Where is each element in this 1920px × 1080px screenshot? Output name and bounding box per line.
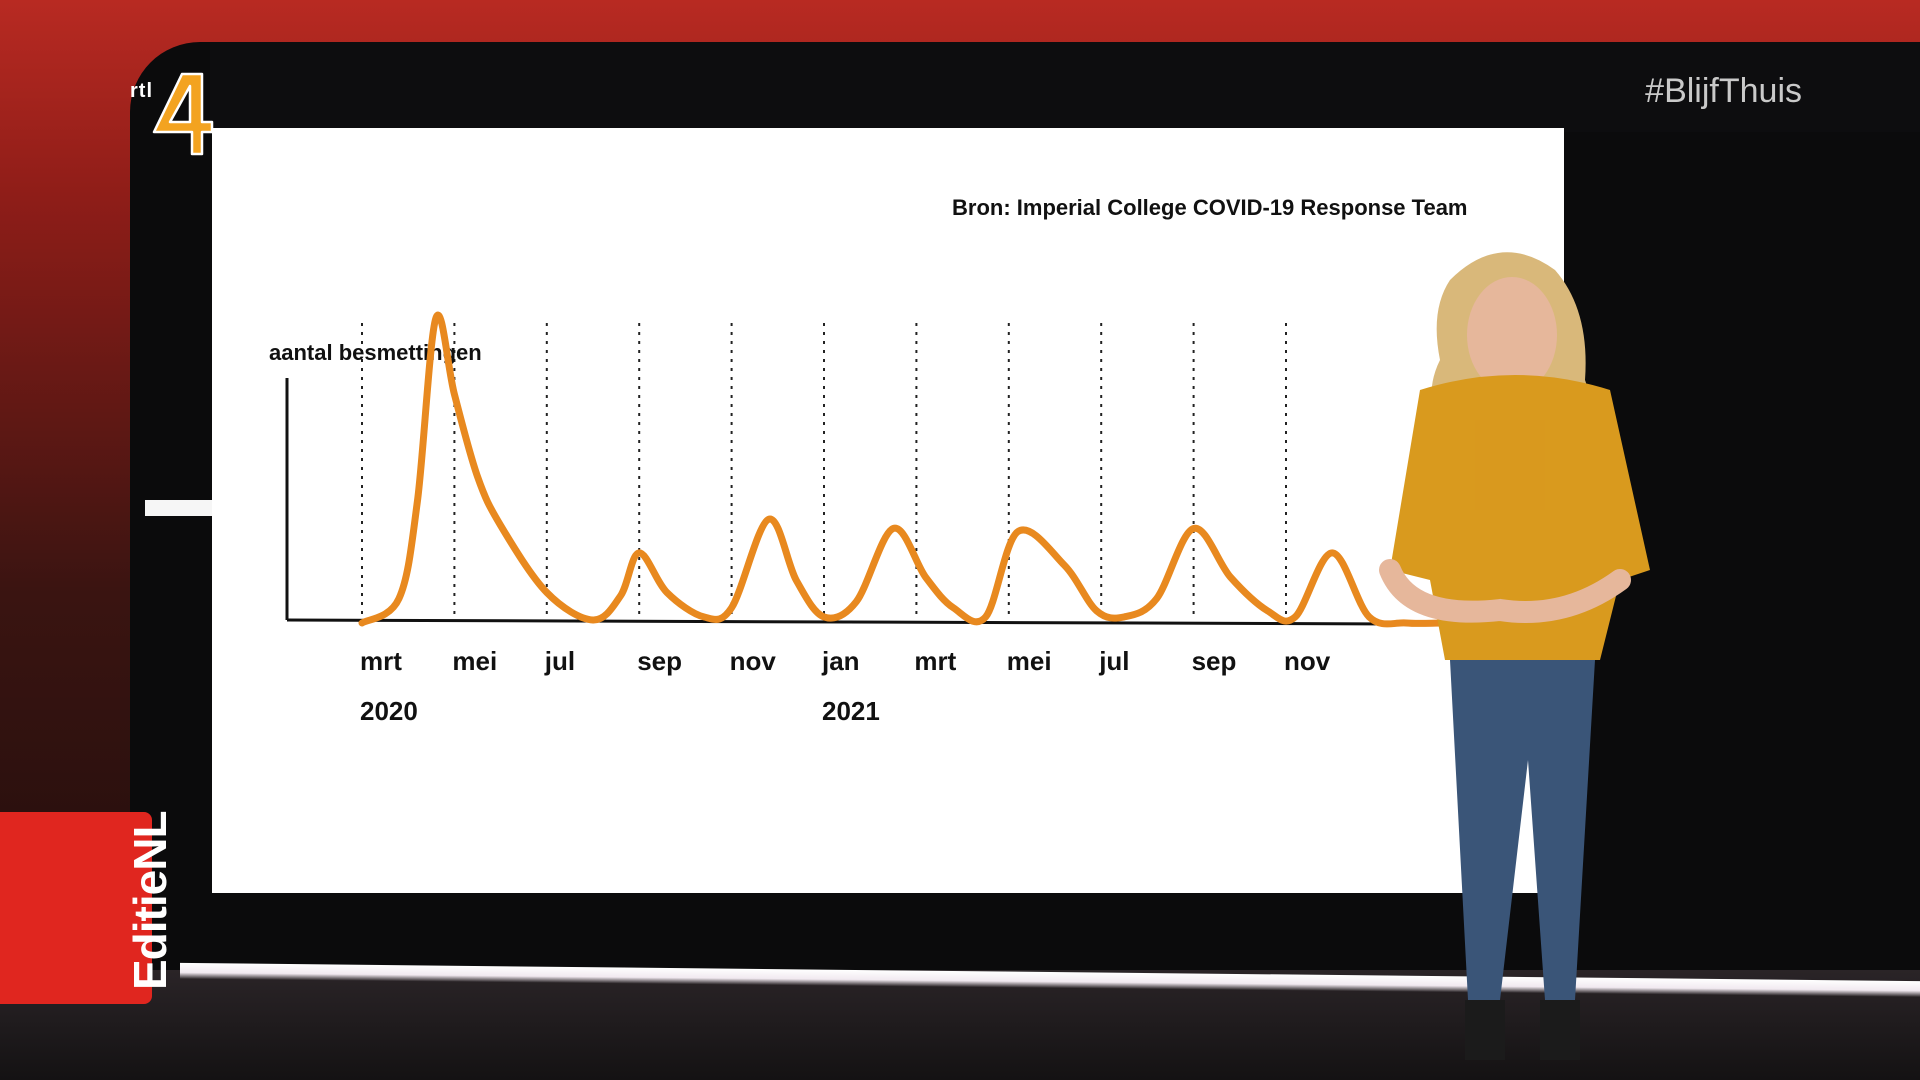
chart-source-note: Bron: Imperial College COVID-19 Response… [952, 195, 1468, 220]
x-tick-label: sep [1192, 646, 1237, 676]
rtl-logo-text: rtl [130, 80, 153, 102]
x-tick-label: jul [1098, 646, 1129, 676]
presenter-figure [1379, 252, 1650, 1060]
x-tick-label: nov [1284, 646, 1331, 676]
year-label: 2020 [360, 696, 418, 726]
x-tick-label: mrt [360, 646, 402, 676]
channel-number-4-icon [152, 72, 214, 156]
grid-lines [361, 323, 1287, 620]
x-tick-label: jul [544, 646, 575, 676]
hashtag-label: #BlijfThuis [1645, 72, 1802, 110]
x-tick-label: nov [730, 646, 777, 676]
x-tick-label: sep [637, 646, 682, 676]
editienl-badge-text: EditieNL [124, 811, 176, 990]
year-label: 2021 [822, 696, 880, 726]
x-tick-label: mei [1007, 646, 1052, 676]
x-tick-labels: mrt mei jul sep nov jan mrt mei jul sep nov [360, 646, 1331, 676]
chart-panel: Bron: Imperial College COVID-19 Response… [212, 128, 1564, 893]
editienl-badge: EditieNL [0, 811, 176, 1004]
rtl4-logo: rtl [130, 70, 220, 160]
x-tick-label: mei [452, 646, 497, 676]
epidemic-waves-chart: aantal besmettingen mrt mei jul sep nov jan mr… [269, 311, 1475, 726]
video-wall-top-bar [210, 42, 1920, 132]
light-strip [145, 500, 220, 516]
year-labels: 2020 2021 [360, 696, 880, 726]
x-axis [286, 618, 1408, 626]
x-tick-label: mrt [914, 646, 956, 676]
infection-curve-line [358, 311, 1475, 628]
x-tick-label: jan [821, 646, 860, 676]
